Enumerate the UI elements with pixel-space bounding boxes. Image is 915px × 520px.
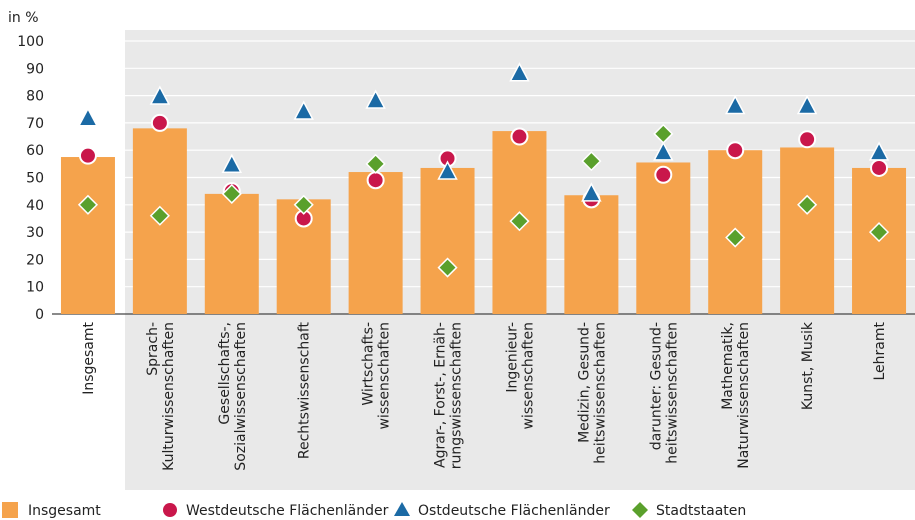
diamond-marker (581, 151, 602, 172)
bar (564, 195, 619, 314)
diamond-marker (868, 222, 890, 243)
x-tick-label: Ingenieur-wissenschaften (504, 322, 536, 430)
triangle-marker (509, 62, 530, 82)
triangle-marker (653, 141, 674, 161)
legend-label: Ostdeutsche Flächenländer (418, 503, 610, 519)
y-tick-label: 0 (35, 307, 44, 323)
diamond-marker (797, 194, 818, 215)
diamond-marker (365, 153, 386, 174)
x-tick-label: Kunst, Musik (800, 321, 816, 410)
y-tick-label: 20 (26, 252, 44, 268)
legend-label: Insgesamt (28, 503, 101, 519)
y-tick-label: 50 (26, 171, 44, 187)
circle-marker (798, 130, 817, 149)
triangle-marker (724, 94, 746, 115)
bar (636, 162, 691, 314)
y-tick-label: 80 (26, 89, 44, 105)
x-tick-label: Mathematik,Naturwissenschaften (720, 322, 752, 469)
legend-label: Westdeutsche Flächenländer (186, 503, 389, 519)
diamond-marker (437, 257, 458, 278)
y-tick-label: 90 (26, 61, 44, 77)
circle-marker (870, 158, 889, 177)
x-tick-label: darunter: Gesund-heitswissenschaften (648, 322, 680, 464)
bar (780, 147, 835, 314)
x-tick-label: Rechtswissenschaft (297, 322, 313, 460)
x-tick-label: Insgesamt (81, 321, 97, 394)
x-tick-label: Gesellschafts-,Sozialwissenschaften (217, 322, 249, 471)
x-tick-label: Medizin, Gesund-heitswissenschaften (576, 322, 608, 464)
diamond-marker (221, 183, 242, 204)
triangle-marker (293, 100, 314, 120)
triangle-marker (77, 107, 99, 127)
circle-marker (78, 146, 97, 165)
circle-marker (150, 113, 169, 132)
triangle-marker (868, 141, 890, 161)
y-tick-label: 40 (26, 198, 44, 214)
triangle-marker (149, 85, 171, 105)
circle-marker (726, 141, 745, 160)
diamond-marker (653, 123, 674, 144)
diamond-marker (725, 227, 746, 248)
y-tick-label: 10 (26, 280, 44, 296)
legend-swatch (2, 502, 18, 518)
triangle-marker (796, 94, 818, 115)
triangle-marker (437, 160, 458, 180)
x-tick-label: Agrar-, Forst-, Ernäh-rungswissenschafte… (433, 322, 465, 469)
legend-swatch (394, 502, 410, 516)
x-tick-label: Lehramt (872, 322, 888, 381)
bar (60, 157, 115, 314)
circle-marker (510, 127, 529, 146)
y-tick-label: 100 (17, 34, 44, 50)
triangle-marker (581, 182, 602, 202)
bar (348, 172, 403, 314)
legend-label: Stadtstaaten (656, 503, 746, 519)
y-axis-label: in % (8, 10, 39, 26)
legend-swatch (163, 503, 177, 517)
bar (204, 193, 259, 314)
diamond-marker (509, 211, 530, 232)
bar (420, 167, 475, 314)
x-tick-label: Sprach-Kulturwissenschaften (145, 322, 177, 471)
y-tick-label: 70 (26, 116, 44, 132)
y-tick-label: 60 (26, 143, 44, 159)
diamond-marker (293, 194, 314, 215)
y-tick-label: 30 (26, 225, 44, 241)
diamond-marker (77, 194, 99, 215)
triangle-marker (365, 89, 386, 109)
x-tick-label: Wirtschafts-wissenschaften (361, 322, 393, 430)
circle-marker (366, 171, 385, 190)
diamond-marker (149, 205, 170, 226)
circle-marker (654, 165, 673, 184)
legend-swatch (632, 502, 648, 518)
triangle-marker (221, 153, 243, 173)
